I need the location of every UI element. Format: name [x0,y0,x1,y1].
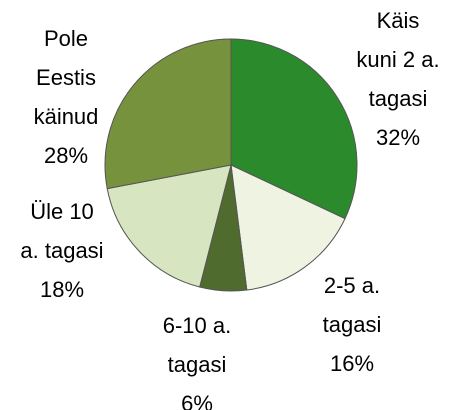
slice-label: 6-10 a. tagasi [163,313,232,377]
value-label: 18% [40,277,84,302]
value-label: 16% [330,351,374,376]
slice-label: Üle 10 a. tagasi [20,199,103,263]
value-label: 32% [376,125,420,150]
value-label: 28% [44,143,88,168]
slice-label: 2-5 a. tagasi [323,273,382,337]
pie-slice [230,38,358,220]
pie-slice [106,164,232,288]
value-label: 6% [181,391,213,410]
pie-slice [230,164,346,291]
pie-slice [104,38,232,190]
slice-label: Käis kuni 2 a. tagasi [356,8,439,111]
slice-label: Pole Eestis käinud [34,26,99,129]
